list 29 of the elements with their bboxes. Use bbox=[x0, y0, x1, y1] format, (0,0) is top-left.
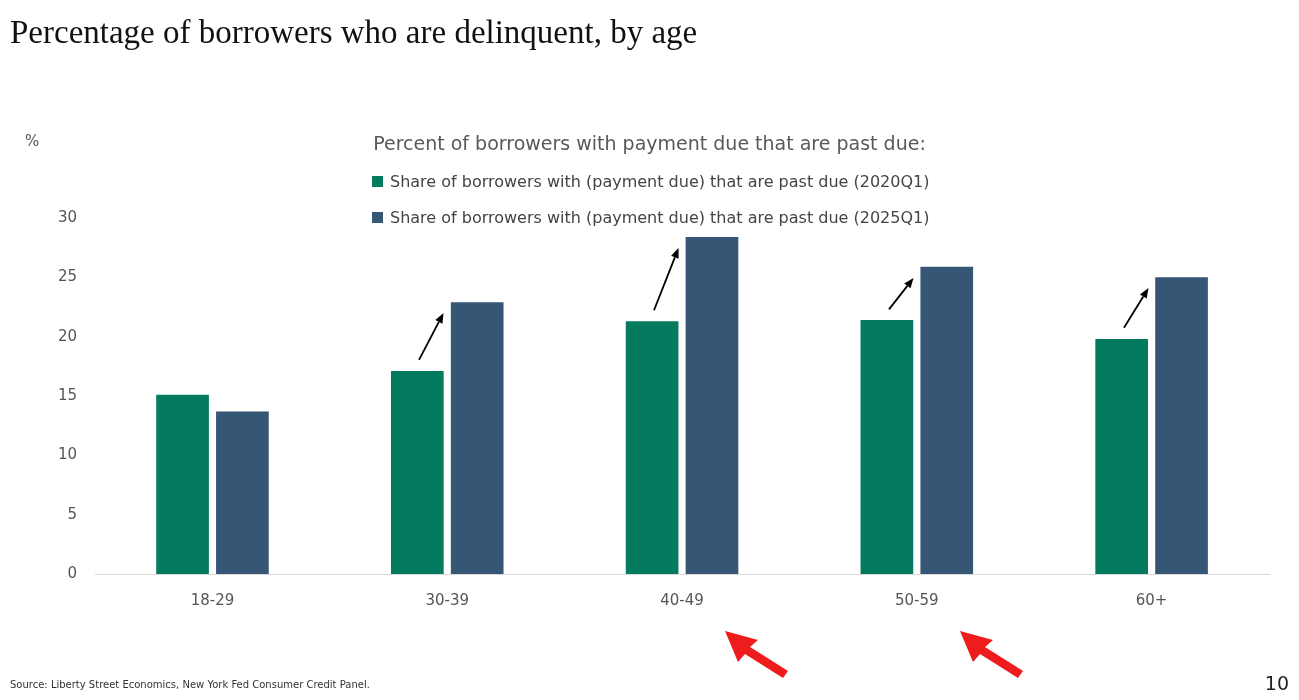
bar bbox=[216, 411, 269, 574]
bar bbox=[1095, 339, 1149, 574]
x-tick-label: 40-49 bbox=[660, 590, 704, 609]
legend-label: Share of borrowers with (payment due) that are past due (2020Q1) bbox=[390, 172, 930, 191]
y-tick-label: 0 bbox=[67, 563, 78, 582]
bar bbox=[920, 266, 974, 574]
y-tick-label: 30 bbox=[57, 207, 78, 226]
y-tick-label: 15 bbox=[57, 385, 78, 404]
chart-title: Percentage of borrowers who are delinquent, by age bbox=[10, 14, 698, 51]
x-tick-label: 50-59 bbox=[895, 590, 939, 609]
bar bbox=[1155, 277, 1208, 574]
y-tick-label: 10 bbox=[57, 445, 78, 464]
y-tick-label: 20 bbox=[57, 326, 78, 345]
bar bbox=[156, 394, 209, 574]
x-tick-label: 30-39 bbox=[425, 590, 470, 609]
source-note: Source: Liberty Street Economics, New York Fed Consumer Credit Panel. bbox=[10, 679, 370, 690]
text: 10 bbox=[1264, 672, 1289, 694]
bar bbox=[685, 236, 739, 574]
bar bbox=[625, 321, 679, 574]
legend-title: Percent of borrowers with payment due that are past due: bbox=[373, 132, 926, 154]
bar bbox=[450, 302, 504, 574]
y-tick-label: 5 bbox=[67, 504, 78, 523]
y-axis-title: % bbox=[25, 131, 40, 150]
legend-label: Share of borrowers with (payment due) that are past due (2025Q1) bbox=[390, 208, 930, 227]
x-tick-label: 60+ bbox=[1135, 590, 1168, 609]
bar bbox=[860, 320, 914, 574]
x-tick-label: 18-29 bbox=[190, 590, 235, 609]
y-tick-label: 25 bbox=[57, 267, 78, 286]
bar bbox=[390, 371, 444, 574]
